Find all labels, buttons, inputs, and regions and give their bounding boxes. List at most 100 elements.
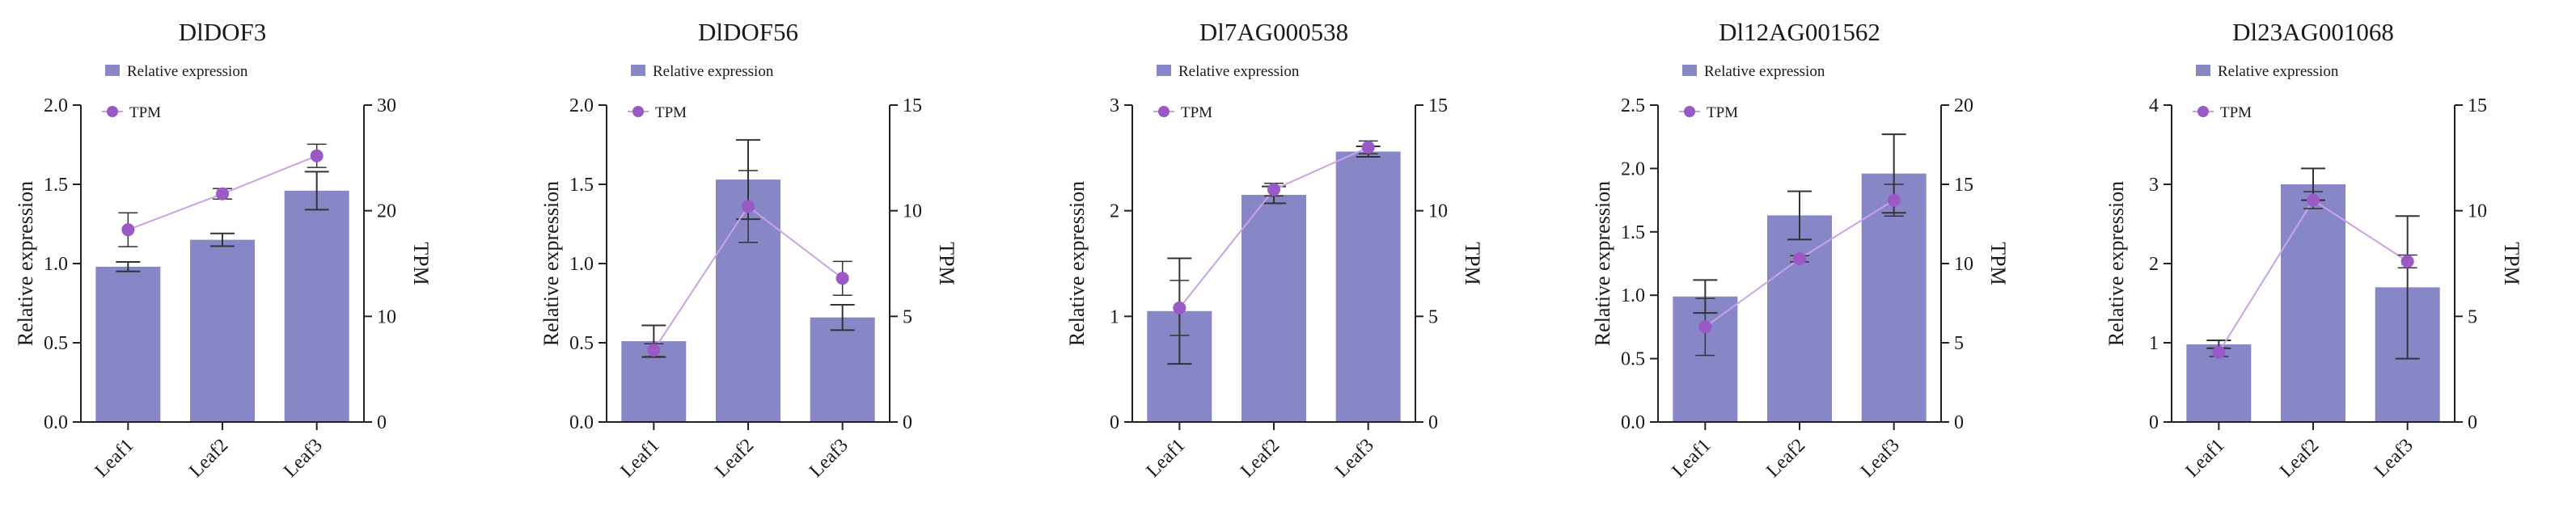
legend-marker-tpm [632, 106, 644, 117]
legend-label: Relative expression [653, 63, 774, 80]
tpm-point [1793, 252, 1806, 266]
bar-leaf3 [284, 190, 349, 422]
left-tick-label: 0.0 [569, 412, 594, 433]
left-tick-label: 1.0 [1621, 285, 1645, 306]
left-tick-label: 1.0 [44, 254, 68, 275]
left-tick-label: 1.5 [44, 175, 68, 196]
left-tick-label: 0.5 [1621, 349, 1645, 370]
tpm-point [1267, 183, 1280, 196]
y2-axis-label: TPM [1461, 242, 1484, 285]
right-tick-label: 0 [2468, 412, 2477, 433]
chart-title: DlDOF3 [179, 18, 267, 46]
legend-swatch-bar [105, 65, 120, 76]
tpm-point [1887, 193, 1901, 207]
legend-label: TPM [129, 104, 161, 121]
chart-panel-2: DlDOF56 Relative expression TPM 0.0 0.5 1.0 1.… [539, 18, 958, 482]
right-tick-label: 5 [903, 306, 912, 327]
y2-axis-label: TPM [935, 242, 958, 285]
left-tick-label: 1 [2149, 333, 2159, 354]
legend-label: Relative expression [127, 63, 248, 80]
left-tick-label: 0.0 [1621, 412, 1645, 433]
tpm-point [2212, 345, 2226, 359]
x-tick-label: Leaf3 [280, 435, 327, 482]
x-tick-label: Leaf1 [617, 435, 664, 482]
bar-leaf3 [810, 317, 875, 422]
x-tick-label: Leaf1 [91, 435, 138, 482]
tpm-point [216, 187, 229, 200]
legend-label: Relative expression [2218, 63, 2339, 80]
left-tick-label: 3 [1110, 95, 1119, 116]
x-tick-label: Leaf3 [1857, 435, 1904, 482]
tpm-point [835, 272, 849, 285]
legend-swatch-bar [631, 65, 645, 76]
left-tick-label: 0.0 [44, 412, 68, 433]
left-tick-label: 2 [2149, 254, 2159, 275]
legend-label: Relative expression [1704, 63, 1825, 80]
legend-marker-tpm [1684, 106, 1695, 117]
legend-label: Relative expression [1178, 63, 1300, 80]
bar-error-bar [304, 171, 329, 211]
legend-marker-tpm [1158, 106, 1170, 117]
x-tick-label: Leaf3 [806, 435, 852, 482]
bar-leaf1 [95, 266, 161, 422]
y-axis-label: Relative expression [14, 181, 37, 346]
right-tick-label: 5 [1954, 333, 1964, 354]
chart-title: DlDOF56 [698, 18, 798, 46]
right-tick-label: 15 [2468, 95, 2487, 116]
right-tick-label: 0 [1954, 412, 1964, 433]
legend-swatch-bar [1682, 65, 1697, 76]
tpm-point [1173, 301, 1186, 314]
y-axis-label: Relative expression [1591, 181, 1614, 346]
tpm-point [742, 200, 755, 213]
left-tick-label: 2.0 [1621, 158, 1645, 179]
legend-label: TPM [2220, 104, 2252, 121]
right-tick-label: 5 [1428, 306, 1438, 327]
tpm-point [1698, 320, 1712, 334]
right-tick-label: 5 [2468, 306, 2477, 327]
bar-leaf2 [2281, 184, 2345, 422]
chart-panel-1: DlDOF3 Relative expression TPM 0.0 0.5 1.0 1.5… [14, 18, 433, 482]
left-tick-label: 1.0 [569, 254, 594, 275]
right-tick-label: 30 [377, 95, 396, 116]
x-tick-label: Leaf3 [2371, 435, 2417, 482]
legend-label: TPM [655, 104, 687, 121]
right-tick-label: 20 [1954, 95, 1973, 116]
y-axis-label: Relative expression [2104, 181, 2128, 346]
left-tick-label: 2.0 [44, 95, 68, 116]
bar-leaf2 [1767, 215, 1832, 422]
y2-axis-label: TPM [1986, 242, 2010, 285]
right-tick-label: 0 [903, 412, 912, 433]
left-tick-label: 0.5 [44, 333, 68, 354]
bar-error-bar [210, 232, 235, 247]
legend-marker-tpm [107, 106, 118, 117]
tpm-point [2307, 193, 2320, 207]
y-axis-label: Relative expression [1065, 181, 1089, 346]
x-tick-label: Leaf1 [1143, 435, 1190, 482]
right-tick-label: 20 [377, 201, 396, 222]
right-tick-label: 15 [1954, 175, 1973, 196]
x-tick-label: Leaf2 [1762, 435, 1809, 482]
left-tick-label: 0 [1110, 412, 1119, 433]
left-tick-label: 2.5 [1621, 95, 1645, 116]
right-tick-label: 10 [1954, 254, 1973, 275]
right-tick-label: 10 [903, 201, 922, 222]
x-tick-label: Leaf1 [1669, 435, 1715, 482]
chart-panel-3: Dl7AG000538 Relative expression TPM 0 1 2 3 Rel… [1065, 18, 1484, 482]
x-tick-label: Leaf2 [711, 435, 758, 482]
right-tick-label: 0 [377, 412, 387, 433]
right-tick-label: 10 [1428, 201, 1448, 222]
y2-axis-label: TPM [409, 242, 433, 285]
tpm-point [1361, 141, 1375, 154]
x-tick-label: Leaf2 [2276, 435, 2323, 482]
right-tick-label: 15 [903, 95, 922, 116]
left-tick-label: 3 [2149, 175, 2159, 196]
right-tick-label: 15 [1428, 95, 1448, 116]
tpm-point [121, 223, 135, 237]
y2-axis-label: TPM [2500, 242, 2523, 285]
right-tick-label: 10 [2468, 201, 2487, 222]
bar-error-bar [1787, 190, 1812, 241]
left-tick-label: 0 [2149, 412, 2159, 433]
right-tick-label: 0 [1428, 412, 1438, 433]
legend-label: TPM [1181, 104, 1212, 121]
right-tick-label: 10 [377, 306, 396, 327]
